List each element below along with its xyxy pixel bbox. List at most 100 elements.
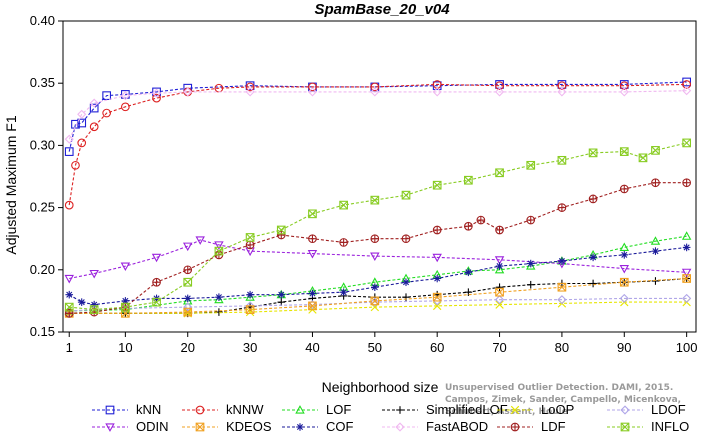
plot-frame [62,20,697,333]
legend-swatch [282,422,318,431]
legend-swatch [182,422,218,431]
legend-item-cof: COF [280,418,353,435]
data-point-odin [370,252,380,262]
data-point-knnw [557,81,567,91]
data-point-inflo [152,297,161,307]
data-point-cof [682,243,691,252]
data-point-knnw [619,81,629,91]
data-point-simplifiedlof [464,288,473,296]
data-point-simplifiedlof [495,283,504,292]
y-tick-label: 0.15 [30,324,55,339]
data-point-odin [432,253,442,263]
data-point-ldf [495,225,504,235]
x-tick-label: 60 [430,340,444,355]
legend-item-inflo: INFLO [605,418,689,435]
y-tick-label: 0.35 [30,75,55,90]
series-line-fastabod [68,90,687,140]
legend-label: FastABOD [426,419,489,434]
data-point-inflo [432,180,442,190]
data-point-inflo [619,147,629,156]
credit-watermark: Unsupervised Outlier Detection. DAMI, 20… [445,382,695,418]
data-point-cof [558,257,566,265]
legend-label: LDF [541,419,566,434]
data-point-cof [277,290,286,299]
data-point-knn [102,91,112,100]
data-point-knnw [308,82,317,92]
data-point-ldof [619,293,629,303]
data-point-odin [120,262,131,272]
credit-line-1: Unsupervised Outlier Detection. DAMI, 20… [445,383,674,393]
legend-swatch [607,422,643,431]
data-point-cof [402,278,410,287]
data-point-inflo [588,148,598,158]
x-tick-label: 30 [243,340,257,355]
data-point-knn [71,119,80,129]
data-point-knn [64,147,74,156]
data-point-odin [64,274,74,284]
data-point-simplifiedlof [277,298,286,306]
data-point-knnw [495,81,504,91]
legend-swatch [92,405,128,414]
data-point-ldof [370,297,380,307]
data-point-inflo [464,175,473,185]
y-tick-label: 0.20 [30,262,55,277]
data-point-inflo [370,195,380,205]
data-point-simplifiedlof [215,308,223,316]
data-point-kdeos [308,301,317,311]
legend-item-ldof: LDOF [605,401,686,418]
data-point-kdeos [183,307,193,317]
legend-swatch [382,421,418,432]
data-point-kdeos [682,274,691,283]
data-point-inflo [557,155,567,165]
legend-label: LoOP [541,402,575,417]
series-line-ldof [69,297,687,312]
data-point-inflo [245,233,255,242]
data-point-ldf [308,234,317,244]
data-point-ldof [494,295,505,305]
data-point-cof [246,290,254,299]
data-point-ldf [557,203,567,212]
data-point-lof [681,231,692,240]
data-point-fastabod [77,109,87,119]
data-point-ldf [588,194,598,204]
data-point-cof [464,268,473,277]
x-tick-label: 70 [492,340,506,355]
data-point-inflo [651,146,660,155]
legend-item-knnw: kNNW [180,401,264,418]
x-tick-label: 1 [66,340,73,355]
data-point-simplifiedlof [651,277,660,285]
data-point-knnw [245,82,255,92]
data-point-inflo [214,246,224,256]
data-point-ldf [245,240,255,250]
data-point-fastabod [151,88,162,98]
data-point-lof [619,242,630,251]
data-point-ldof [557,295,567,305]
x-tick-label: 90 [617,340,631,355]
data-point-inflo [495,168,504,178]
data-point-fastabod [619,87,629,97]
data-point-odin [182,242,193,252]
y-tick-label: 0.40 [30,13,55,28]
y-axis-label: Adjusted Maximum F1 [3,115,19,254]
data-point-knnw [682,80,691,89]
data-point-cof [215,293,223,301]
data-point-knn [682,77,691,87]
data-point-fastabod [494,87,505,97]
series-line-inflo [69,142,687,311]
legend-swatch [497,422,533,431]
x-tick-label: 20 [180,340,194,355]
data-point-loop [495,300,504,309]
legend-label: kNNW [226,402,264,417]
data-point-knn [152,87,161,97]
data-point-ldf [526,215,536,225]
data-point-ldf [682,178,691,188]
data-point-inflo [308,209,317,219]
data-point-simplifiedlof [526,280,535,289]
data-point-kdeos [432,292,442,302]
series-line-knn [68,81,687,152]
legend-swatch [607,404,643,415]
legend-item-simplifiedlof: SimplifiedLOF [380,401,508,418]
data-point-ldf [464,221,473,231]
series-line-cof [68,246,687,306]
series-odin [64,236,692,284]
